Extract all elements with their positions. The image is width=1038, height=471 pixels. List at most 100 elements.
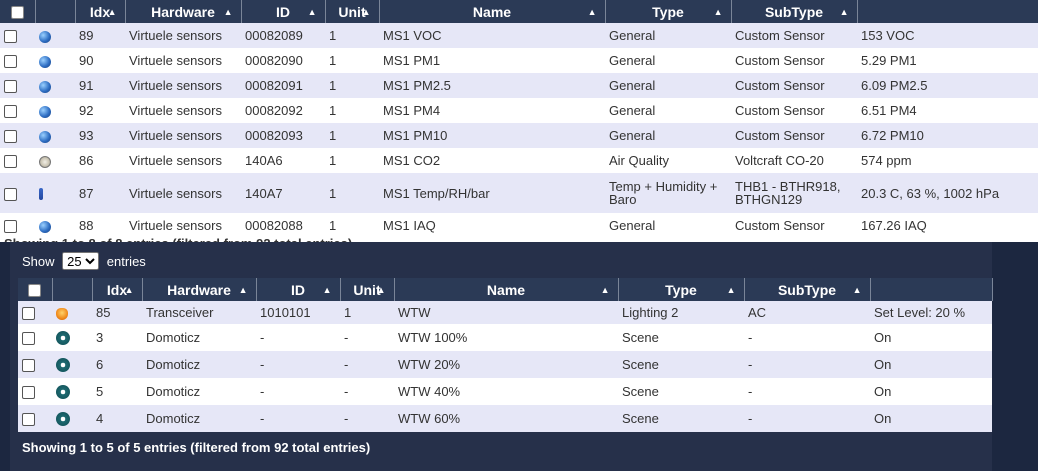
- unit-cell: 1: [340, 301, 394, 324]
- unit-cell: -: [340, 405, 394, 432]
- sort-icon[interactable]: ▲: [726, 284, 736, 295]
- table-row[interactable]: 89 Virtuele sensors 00082089 1 MS1 VOC G…: [0, 23, 1038, 48]
- row-checkbox-cell[interactable]: [0, 98, 35, 123]
- unit-cell: -: [340, 378, 394, 405]
- sort-icon[interactable]: ▲: [238, 284, 248, 295]
- row-checkbox[interactable]: [22, 307, 35, 321]
- id-cell: 140A6: [241, 148, 325, 173]
- name-cell: WTW 20%: [394, 351, 618, 378]
- name-cell: MS1 VOC: [379, 23, 605, 48]
- select-all-header[interactable]: [0, 0, 36, 23]
- row-checkbox[interactable]: [22, 332, 35, 346]
- scene-icon: [56, 331, 70, 346]
- table-row[interactable]: 6 Domoticz - - WTW 20% Scene - On: [18, 351, 992, 378]
- row-checkbox-cell[interactable]: [0, 48, 35, 73]
- row-checkbox[interactable]: [4, 220, 17, 234]
- id-cell: 00082092: [241, 98, 325, 123]
- id-cell: -: [256, 378, 340, 405]
- column-header-name[interactable]: Name ▲: [379, 0, 606, 23]
- sort-icon[interactable]: ▲: [124, 284, 134, 295]
- select-all-checkbox[interactable]: [28, 284, 42, 298]
- column-header-id[interactable]: ID ▲: [256, 278, 341, 301]
- column-header-type[interactable]: Type ▲: [605, 0, 732, 23]
- row-checkbox-cell[interactable]: [18, 351, 52, 378]
- icon-header: [35, 0, 76, 23]
- type-cell: Scene: [618, 324, 744, 351]
- table-row[interactable]: 3 Domoticz - - WTW 100% Scene - On: [18, 324, 992, 351]
- subtype-cell: -: [744, 351, 870, 378]
- column-header-hardware[interactable]: Hardware ▲: [142, 278, 257, 301]
- table-row[interactable]: 5 Domoticz - - WTW 40% Scene - On: [18, 378, 992, 405]
- column-header-idx[interactable]: Idx ▲: [75, 0, 126, 23]
- bottom-table-wrapper: Show 25 entries Idx ▲ Hardware ▲ ID ▲ Unit ▲: [10, 242, 993, 471]
- row-checkbox[interactable]: [4, 130, 17, 144]
- sort-icon[interactable]: ▲: [852, 284, 862, 295]
- row-checkbox[interactable]: [4, 187, 17, 201]
- table-row[interactable]: 91 Virtuele sensors 00082091 1 MS1 PM2.5…: [0, 73, 1038, 98]
- select-all-checkbox[interactable]: [10, 6, 24, 20]
- column-header-unit[interactable]: Unit ▲: [325, 0, 380, 23]
- row-checkbox[interactable]: [4, 30, 17, 44]
- row-checkbox[interactable]: [22, 359, 35, 373]
- type-cell: Scene: [618, 378, 744, 405]
- sort-icon[interactable]: ▲: [713, 6, 723, 17]
- column-header-name[interactable]: Name ▲: [394, 278, 619, 301]
- row-checkbox[interactable]: [22, 413, 35, 427]
- row-checkbox-cell[interactable]: [0, 148, 35, 173]
- row-checkbox[interactable]: [4, 155, 17, 169]
- row-checkbox-cell[interactable]: [18, 301, 52, 324]
- row-checkbox[interactable]: [22, 386, 35, 400]
- row-checkbox-cell[interactable]: [0, 123, 35, 148]
- devices-table-bottom: Idx ▲ Hardware ▲ ID ▲ Unit ▲ Name ▲ Type ▲ Sub…: [18, 278, 993, 432]
- table-row[interactable]: 88 Virtuele sensors 00082088 1 MS1 IAQ G…: [0, 213, 1038, 238]
- sort-icon[interactable]: ▲: [839, 6, 849, 17]
- hardware-cell: Domoticz: [142, 351, 256, 378]
- row-checkbox[interactable]: [4, 105, 17, 119]
- row-checkbox-cell[interactable]: [0, 73, 35, 98]
- sort-icon[interactable]: ▲: [107, 6, 117, 17]
- row-checkbox-cell[interactable]: [0, 173, 35, 213]
- idx-cell: 92: [75, 98, 125, 123]
- sort-icon[interactable]: ▲: [600, 284, 610, 295]
- row-checkbox[interactable]: [4, 55, 17, 69]
- sort-icon[interactable]: ▲: [587, 6, 597, 17]
- select-all-header[interactable]: [18, 278, 53, 301]
- table-row[interactable]: 4 Domoticz - - WTW 60% Scene - On: [18, 405, 992, 432]
- id-cell: -: [256, 324, 340, 351]
- table-row[interactable]: 87 Virtuele sensors 140A7 1 MS1 Temp/RH/…: [0, 173, 1038, 213]
- sort-icon[interactable]: ▲: [361, 6, 371, 17]
- name-cell: WTW: [394, 301, 618, 324]
- table-row[interactable]: 86 Virtuele sensors 140A6 1 MS1 CO2 Air …: [0, 148, 1038, 173]
- column-header-type[interactable]: Type ▲: [618, 278, 745, 301]
- row-checkbox-cell[interactable]: [18, 378, 52, 405]
- table-row[interactable]: 92 Virtuele sensors 00082092 1 MS1 PM4 G…: [0, 98, 1038, 123]
- sort-icon[interactable]: ▲: [376, 284, 386, 295]
- page-length-select[interactable]: 25: [62, 252, 100, 270]
- row-checkbox-cell[interactable]: [0, 213, 35, 238]
- bottom-panel: Show 25 entries Idx ▲ Hardware ▲ ID ▲ Unit ▲: [0, 242, 1038, 471]
- table-row[interactable]: 90 Virtuele sensors 00082090 1 MS1 PM1 G…: [0, 48, 1038, 73]
- sort-icon[interactable]: ▲: [322, 284, 332, 295]
- subtype-cell: Custom Sensor: [731, 73, 857, 98]
- idx-cell: 6: [92, 351, 142, 378]
- sort-icon[interactable]: ▲: [307, 6, 317, 17]
- column-header-hardware[interactable]: Hardware ▲: [125, 0, 242, 23]
- sort-icon[interactable]: ▲: [223, 6, 233, 17]
- table-row[interactable]: 93 Virtuele sensors 00082093 1 MS1 PM10 …: [0, 123, 1038, 148]
- data-cell: 574 ppm: [857, 148, 1038, 173]
- type-cell: Lighting 2: [618, 301, 744, 324]
- column-header-idx[interactable]: Idx ▲: [92, 278, 143, 301]
- column-header-unit[interactable]: Unit ▲: [340, 278, 395, 301]
- id-cell: 00082091: [241, 73, 325, 98]
- column-header-id[interactable]: ID ▲: [241, 0, 326, 23]
- row-checkbox-cell[interactable]: [0, 23, 35, 48]
- name-cell: WTW 40%: [394, 378, 618, 405]
- row-checkbox-cell[interactable]: [18, 405, 52, 432]
- hardware-cell: Virtuele sensors: [125, 73, 241, 98]
- column-header-subtype[interactable]: SubType ▲: [744, 278, 871, 301]
- table-row[interactable]: 85 Transceiver 1010101 1 WTW Lighting 2 …: [18, 301, 992, 324]
- row-checkbox[interactable]: [4, 80, 17, 94]
- row-checkbox-cell[interactable]: [18, 324, 52, 351]
- column-header-subtype[interactable]: SubType ▲: [731, 0, 858, 23]
- type-cell: Air Quality: [605, 148, 731, 173]
